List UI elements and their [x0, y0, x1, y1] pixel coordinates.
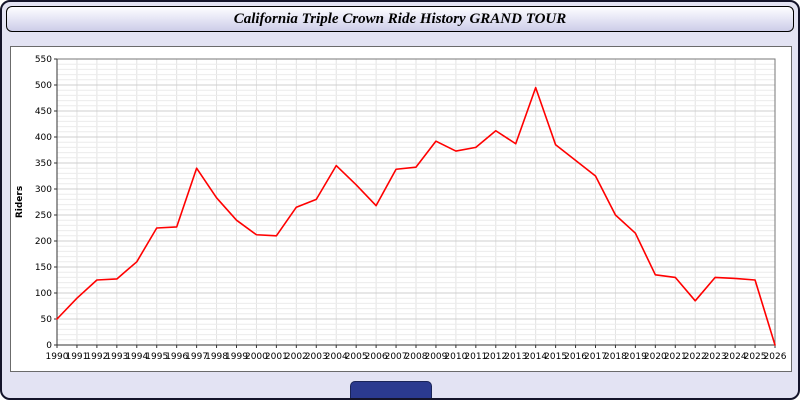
- svg-text:1993: 1993: [105, 352, 128, 362]
- svg-text:2026: 2026: [764, 352, 787, 362]
- svg-text:2001: 2001: [265, 352, 288, 362]
- svg-text:2003: 2003: [305, 352, 328, 362]
- svg-text:2021: 2021: [664, 352, 687, 362]
- svg-text:1992: 1992: [85, 352, 108, 362]
- svg-text:200: 200: [35, 237, 52, 247]
- svg-text:2004: 2004: [325, 352, 348, 362]
- svg-text:150: 150: [35, 263, 52, 273]
- svg-text:350: 350: [35, 159, 52, 169]
- svg-text:1996: 1996: [165, 352, 188, 362]
- svg-text:2008: 2008: [405, 352, 428, 362]
- svg-text:2010: 2010: [444, 352, 467, 362]
- svg-text:2005: 2005: [345, 352, 368, 362]
- footer-tab: [350, 381, 432, 398]
- svg-text:500: 500: [35, 81, 52, 91]
- svg-text:50: 50: [41, 315, 53, 325]
- svg-text:2019: 2019: [624, 352, 647, 362]
- line-chart: 0501001502002503003504004505005501990199…: [15, 55, 787, 362]
- svg-text:1990: 1990: [46, 352, 69, 362]
- svg-text:450: 450: [35, 107, 52, 117]
- svg-text:2024: 2024: [724, 352, 747, 362]
- svg-text:2002: 2002: [285, 352, 308, 362]
- svg-text:2015: 2015: [544, 352, 567, 362]
- svg-text:300: 300: [35, 185, 52, 195]
- svg-text:2025: 2025: [744, 352, 767, 362]
- svg-text:100: 100: [35, 289, 52, 299]
- svg-text:1995: 1995: [145, 352, 168, 362]
- svg-text:0: 0: [46, 341, 52, 351]
- svg-text:2016: 2016: [564, 352, 587, 362]
- svg-text:1997: 1997: [185, 352, 208, 362]
- svg-text:2013: 2013: [504, 352, 527, 362]
- svg-text:1994: 1994: [125, 352, 148, 362]
- title-bar: California Triple Crown Ride History GRA…: [6, 6, 794, 32]
- svg-text:2022: 2022: [684, 352, 707, 362]
- svg-text:2018: 2018: [604, 352, 627, 362]
- svg-text:2012: 2012: [484, 352, 507, 362]
- svg-text:Riders: Riders: [15, 186, 25, 218]
- svg-text:2023: 2023: [704, 352, 727, 362]
- svg-text:400: 400: [35, 133, 52, 143]
- svg-text:1991: 1991: [65, 352, 88, 362]
- svg-text:2017: 2017: [584, 352, 607, 362]
- svg-text:2006: 2006: [365, 352, 388, 362]
- svg-text:250: 250: [35, 211, 52, 221]
- chart-container: 0 50 100 150 200 250 300 350 400 450 500 550 1990 199…: [10, 46, 792, 372]
- svg-text:2007: 2007: [385, 352, 408, 362]
- svg-text:1999: 1999: [225, 352, 248, 362]
- svg-text:2009: 2009: [424, 352, 447, 362]
- svg-text:2011: 2011: [464, 352, 487, 362]
- svg-text:2000: 2000: [245, 352, 268, 362]
- page-title: California Triple Crown Ride History GRA…: [233, 10, 567, 27]
- svg-text:550: 550: [35, 55, 52, 65]
- svg-text:2020: 2020: [644, 352, 667, 362]
- svg-text:1998: 1998: [205, 352, 228, 362]
- svg-text:2014: 2014: [524, 352, 547, 362]
